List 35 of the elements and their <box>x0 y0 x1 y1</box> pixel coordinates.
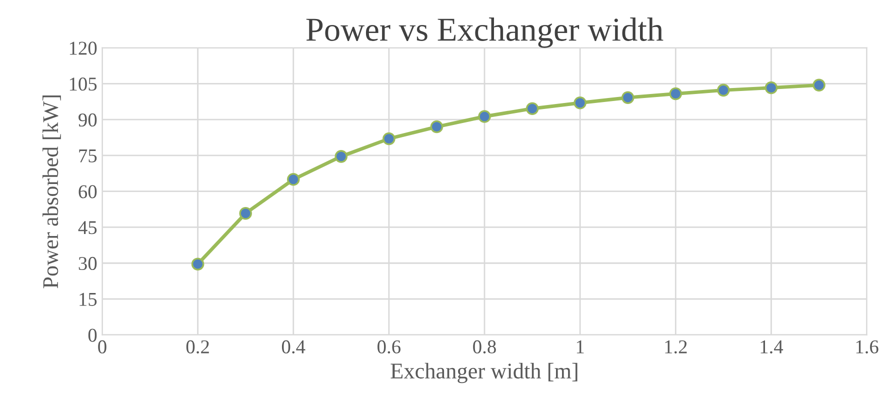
point <box>286 173 300 186</box>
chart-title: Power vs Exchanger width <box>306 18 664 48</box>
x-axis-title: Exchanger width [m] <box>390 362 578 384</box>
point <box>430 120 444 134</box>
x-tick-label: 1.6 <box>856 340 878 354</box>
y-tick-label: 15 <box>80 292 97 306</box>
point <box>382 132 396 146</box>
point <box>574 96 586 110</box>
y-tick-label: 105 <box>70 78 97 91</box>
point <box>526 102 539 115</box>
point <box>191 258 204 270</box>
y-tick-label: 120 <box>70 42 97 55</box>
y-axis-title: Power absorbed [kW] <box>42 96 61 288</box>
x-tick-label: 0 <box>98 340 106 354</box>
y-tick-label: 0 <box>88 328 97 342</box>
x-tick-label: 1.4 <box>760 340 784 354</box>
point <box>621 91 634 104</box>
x-tick-label: 0.6 <box>378 340 401 354</box>
x-tick-label: 1.2 <box>665 340 687 354</box>
point <box>334 150 348 163</box>
point <box>717 84 730 97</box>
y-tick-label: 60 <box>78 185 97 198</box>
point <box>239 206 252 220</box>
point <box>764 81 778 94</box>
point <box>669 87 682 100</box>
y-tick-label: 30 <box>78 256 97 270</box>
x-tick-label: 0.4 <box>282 340 306 354</box>
point <box>812 78 826 92</box>
y-tick-label: 90 <box>78 113 97 127</box>
point <box>478 110 491 123</box>
x-tick-label: 0.2 <box>186 340 209 354</box>
x-tick-label: 0.8 <box>473 340 496 354</box>
x-tick-label: 1 <box>576 340 584 354</box>
y-tick-label: 75 <box>79 149 97 162</box>
y-tick-label: 45 <box>78 221 97 234</box>
